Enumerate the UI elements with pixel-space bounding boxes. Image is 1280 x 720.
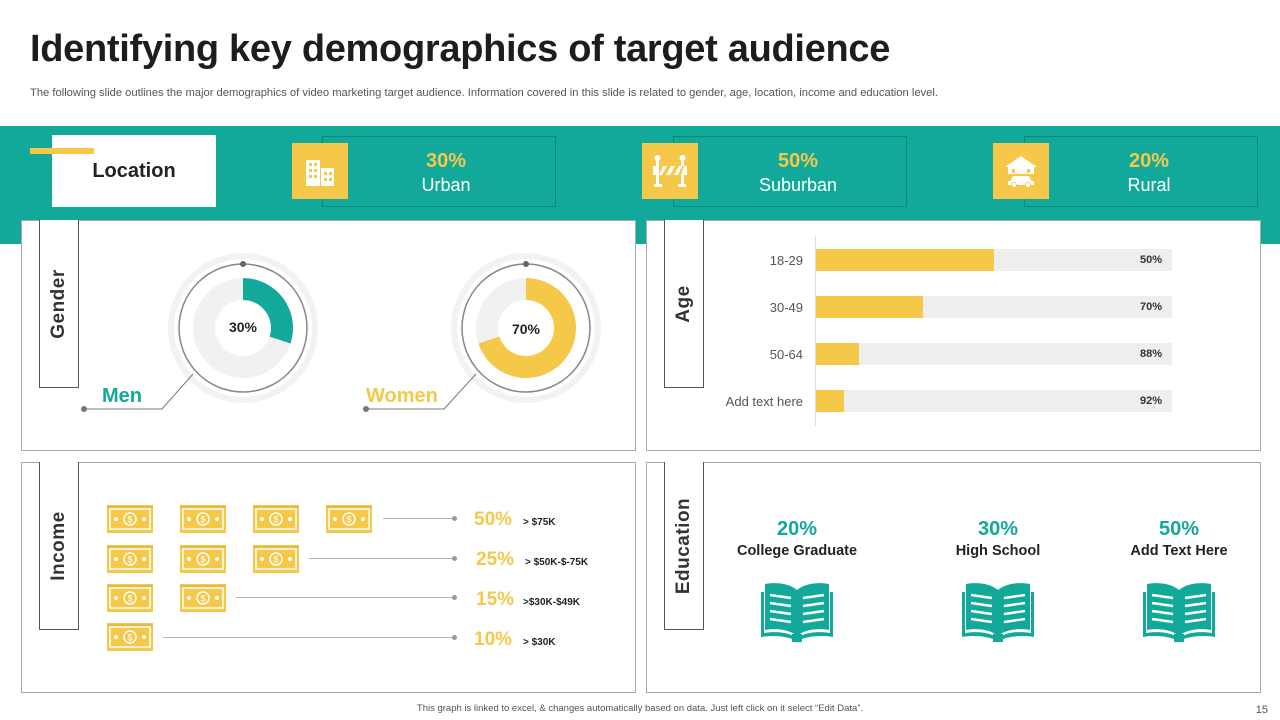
- gender-chart: [81, 253, 601, 412]
- suburban-label: Suburban: [758, 175, 838, 195]
- income-connector: [383, 518, 455, 519]
- income-panel: [21, 462, 636, 693]
- age-row-value: 70%: [1139, 301, 1162, 313]
- open-book-icon: [761, 580, 833, 644]
- city-buildings-icon: [292, 143, 348, 199]
- age-bar-track: [816, 343, 1172, 365]
- age-bar-fill: [816, 343, 859, 365]
- farmhouse-car-icon: [993, 143, 1049, 199]
- rural-pct: 20%: [1128, 150, 1170, 172]
- location-label-box: Location: [52, 135, 216, 207]
- income-pct: 25%: [476, 549, 515, 570]
- income-connector-dot: [452, 635, 457, 640]
- age-bar-track: [816, 390, 1172, 412]
- gender-tab: [39, 220, 79, 388]
- men-gauge: [81, 253, 318, 412]
- education-item-label: College Graduate: [736, 543, 858, 559]
- age-bar-fill: [816, 249, 994, 271]
- education-pct: 20%: [776, 518, 818, 540]
- money-bill-icon: $: [107, 545, 153, 573]
- road-barrier-icon: [642, 143, 698, 199]
- age-row-label: 18-29: [769, 253, 803, 268]
- men-pct: 30%: [228, 319, 258, 335]
- income-connector-dot: [452, 516, 457, 521]
- svg-text:$: $: [273, 555, 278, 565]
- svg-text:$: $: [127, 633, 132, 643]
- income-label: Income: [48, 511, 69, 581]
- income-range: > $75K: [523, 517, 556, 528]
- income-pct: 50%: [474, 509, 513, 530]
- age-tab: [664, 220, 704, 388]
- money-bill-icon: $: [180, 545, 226, 573]
- men-gauge-arc: [243, 278, 293, 344]
- page-title: Identifying key demographics of target a…: [30, 28, 891, 70]
- income-range: > $50K-$-75K: [525, 557, 589, 568]
- income-tab: [39, 462, 79, 630]
- footer-note: This graph is linked to excel, & changes…: [416, 703, 864, 714]
- age-row-value: 88%: [1139, 348, 1162, 360]
- women-pct: 70%: [511, 321, 541, 337]
- women-gauge: [363, 253, 601, 412]
- income-connector: [236, 597, 455, 598]
- income-connector: [309, 558, 455, 559]
- education-item-label: Add Text Here: [1130, 543, 1228, 559]
- location-label: Location: [92, 159, 176, 182]
- women-gauge-arc: [478, 278, 576, 378]
- age-row-value: 92%: [1139, 395, 1162, 407]
- money-bill-icon: $: [180, 505, 226, 533]
- money-bill-icon: $: [107, 623, 153, 651]
- svg-text:$: $: [127, 515, 132, 525]
- education-item-label: High School: [955, 543, 1041, 559]
- income-range: > $30K: [523, 637, 556, 648]
- rural-label: Rural: [1127, 175, 1171, 195]
- money-bill-icon: $: [253, 505, 299, 533]
- income-pct: 15%: [476, 589, 515, 610]
- urban-pct: 30%: [425, 150, 467, 172]
- age-row-label: 50-64: [769, 347, 803, 362]
- income-connector-dot: [452, 595, 457, 600]
- money-bill-icon: $: [326, 505, 372, 533]
- location-accent-bar: [30, 148, 94, 154]
- income-connector: [163, 637, 455, 638]
- money-bill-icon: $: [180, 584, 226, 612]
- education-pct: 50%: [1158, 518, 1200, 540]
- women-label: Women: [366, 385, 438, 407]
- svg-text:$: $: [346, 515, 351, 525]
- age-row-label: 30-49: [769, 300, 803, 315]
- age-row-label: Add text here: [725, 394, 803, 409]
- age-bar-fill: [816, 390, 845, 412]
- page-number: 15: [1255, 704, 1268, 716]
- education-panel: [646, 462, 1261, 693]
- open-book-icon: [962, 580, 1034, 644]
- svg-text:$: $: [200, 515, 205, 525]
- open-book-icon: [1143, 580, 1215, 644]
- age-bar-fill: [816, 296, 923, 318]
- income-connector-dot: [452, 556, 457, 561]
- education-tab: [664, 462, 704, 630]
- income-pct: 10%: [474, 629, 513, 650]
- urban-label: Urban: [421, 175, 471, 195]
- money-bill-icon: $: [253, 545, 299, 573]
- education-label: Education: [673, 497, 694, 595]
- svg-text:$: $: [127, 594, 132, 604]
- men-label: Men: [102, 385, 142, 407]
- page-subtitle: The following slide outlines the major d…: [30, 87, 938, 99]
- suburban-pct: 50%: [777, 150, 819, 172]
- money-bill-icon: $: [107, 584, 153, 612]
- money-bill-icon: $: [107, 505, 153, 533]
- education-pct: 30%: [977, 518, 1019, 540]
- age-axis-line: [815, 236, 816, 426]
- svg-text:$: $: [273, 515, 278, 525]
- svg-text:$: $: [200, 594, 205, 604]
- age-row-value: 50%: [1139, 254, 1162, 266]
- income-range: >$30K-$49K: [523, 597, 580, 608]
- svg-text:$: $: [127, 555, 132, 565]
- svg-text:$: $: [200, 555, 205, 565]
